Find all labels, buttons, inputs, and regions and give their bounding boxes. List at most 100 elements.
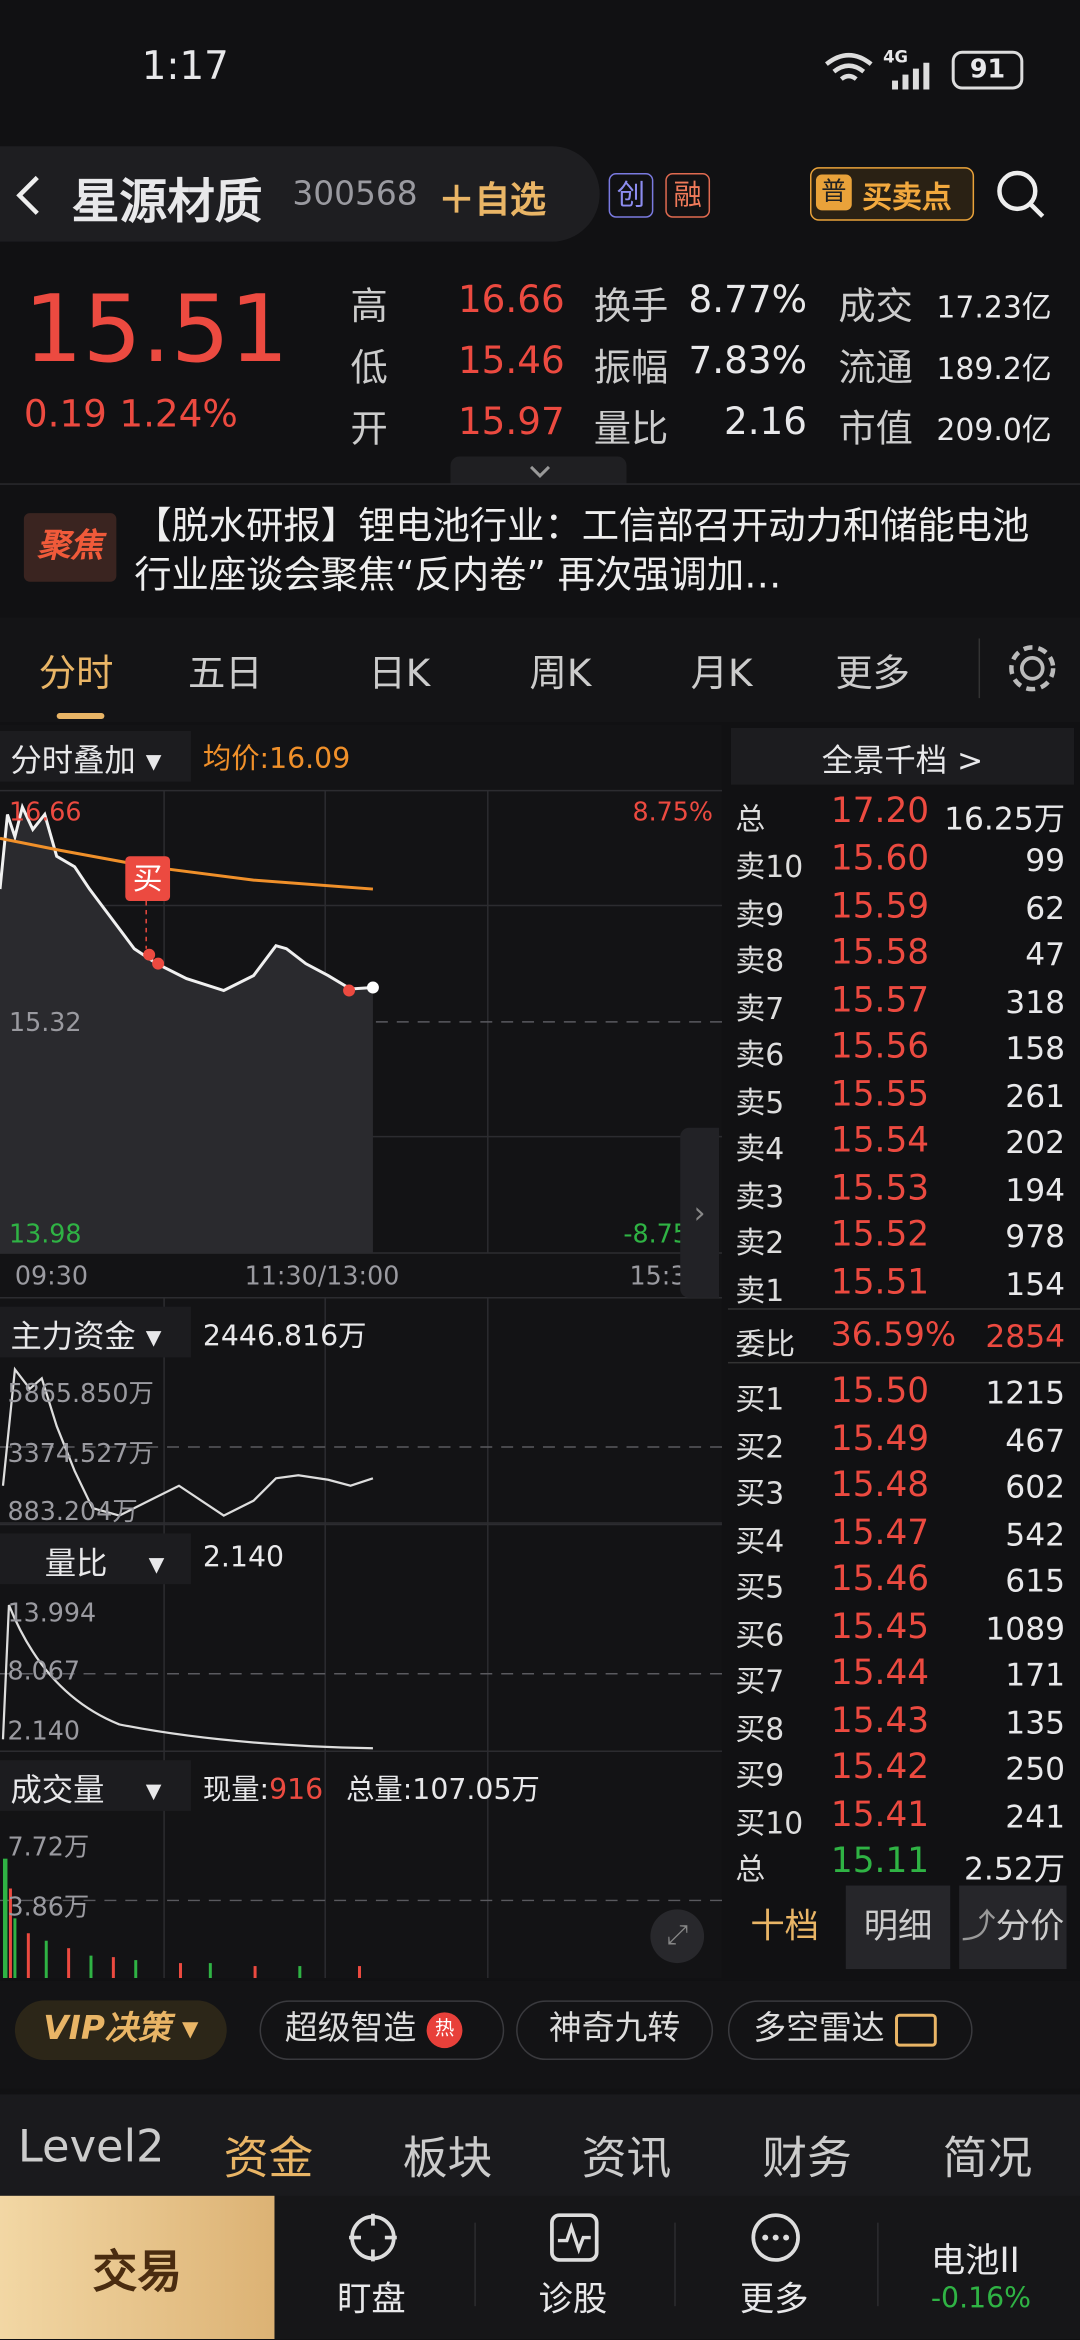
book-price: 15.52 — [830, 1215, 930, 1255]
book-volume: 158 — [1005, 1030, 1066, 1067]
nav-item[interactable]: 诊股 — [538, 2280, 608, 2320]
indicator-button[interactable] — [0, 1760, 191, 1811]
stat-value: 8.77% — [688, 277, 808, 321]
expand-panel[interactable]: › — [680, 1127, 720, 1298]
stat-label: 高 — [350, 284, 388, 329]
book-label: 委比 — [735, 1326, 796, 1362]
ratio-label[interactable]: 量比 — [44, 1545, 108, 1582]
add-watchlist-label[interactable]: 自选 — [474, 179, 546, 221]
search-button[interactable] — [993, 167, 1047, 221]
book-label: 买10 — [735, 1804, 804, 1841]
overlay-label[interactable]: 分时叠加 ▾ — [10, 742, 162, 779]
overlay-button[interactable] — [0, 730, 191, 782]
book-volume: 1089 — [985, 1610, 1066, 1647]
book-diff: 2854 — [985, 1318, 1066, 1355]
watch-icon — [349, 2213, 397, 2262]
sector-change[interactable]: -0.16% — [930, 2282, 1032, 2316]
status-time: 1:17 — [141, 44, 229, 90]
divider — [978, 638, 981, 699]
current-value: 916 — [269, 1773, 324, 1807]
stat-value: 2.16 — [723, 399, 808, 444]
feature-chip[interactable]: 多空雷达 — [727, 2000, 973, 2061]
divider — [674, 2222, 676, 2307]
sector-name[interactable]: 电池II — [930, 2242, 1020, 2281]
book-tab[interactable]: 明细 — [845, 1885, 951, 1970]
book-price: 15.46 — [830, 1560, 930, 1600]
book-volume: 194 — [1005, 1171, 1066, 1208]
book-volume: 47 — [1025, 936, 1066, 973]
book-price: 15.56 — [830, 1027, 930, 1067]
feature-label[interactable]: 超级智造 — [284, 2010, 417, 2049]
tab-bar — [0, 617, 1080, 722]
book-price: 15.51 — [830, 1262, 930, 1302]
orderbook-header[interactable] — [730, 727, 1075, 785]
section-tab[interactable]: 简况 — [942, 2133, 1033, 2186]
book-volume: 154 — [1005, 1265, 1066, 1302]
add-watchlist[interactable]: ＋自选 — [438, 179, 546, 221]
vip-button[interactable]: VIP决策 ▾ — [14, 2000, 227, 2061]
battery: 91 — [951, 50, 1024, 90]
section-tab[interactable]: Level2 — [17, 2121, 165, 2174]
book-price: 15.50 — [830, 1372, 930, 1412]
feature-chip[interactable]: 神奇九转 — [516, 2000, 714, 2061]
indicator-button[interactable] — [0, 1306, 191, 1358]
nav-item[interactable]: 盯盘 — [337, 2280, 406, 2320]
section-tab[interactable]: 板块 — [402, 2133, 493, 2186]
tab[interactable]: 分时 — [38, 651, 114, 696]
book-volume: 1215 — [985, 1375, 1066, 1412]
trade-button[interactable] — [0, 2195, 275, 2340]
hot-badge: 热 — [426, 2012, 463, 2049]
expand-button[interactable] — [450, 456, 627, 484]
book-label: 卖8 — [735, 942, 785, 979]
book-ratio: 36.59% — [830, 1317, 957, 1355]
section-tab[interactable]: 财务 — [762, 2133, 852, 2186]
ratio-menu[interactable]: 量比 ▾ — [44, 1545, 165, 1582]
back-button[interactable] — [12, 173, 45, 218]
divider — [877, 2222, 879, 2307]
book-tab[interactable]: ⤴分价 — [959, 1885, 1067, 1970]
indicator-button[interactable] — [0, 1533, 191, 1585]
vip-label[interactable]: VIP决策 — [43, 2010, 171, 2049]
section-tab[interactable]: 资讯 — [581, 2133, 672, 2186]
fund-label[interactable]: 主力资金 — [10, 1318, 136, 1355]
orderbook-title[interactable]: 全景千档 > — [821, 742, 984, 779]
book-label: 总 — [735, 1851, 766, 1888]
fullscreen-button[interactable]: ⤢ — [650, 1909, 705, 1964]
book-label: 卖4 — [735, 1130, 785, 1167]
feature-label[interactable]: 多空雷达 — [753, 2010, 885, 2049]
stat-label: 振幅 — [593, 346, 669, 390]
buy-marker[interactable]: 买 — [125, 856, 171, 901]
book-label: 卖10 — [735, 848, 804, 885]
book-label: 卖7 — [735, 989, 785, 1026]
book-price: 15.55 — [830, 1074, 930, 1114]
current-label: 现量: — [202, 1773, 270, 1807]
book-label: 买9 — [735, 1757, 785, 1794]
book-price: 15.45 — [830, 1607, 930, 1647]
divider — [0, 483, 1080, 485]
tab[interactable]: 月K — [690, 651, 753, 696]
feature-chip[interactable]: 超级智造 热 — [259, 2000, 505, 2061]
news-text[interactable]: 【脱水研报】锂电池行业：工信部召开动力和储能电池行业座谈会聚焦“反内卷” 再次强… — [134, 504, 1030, 597]
section-tab[interactable]: 资金 — [223, 2133, 314, 2186]
stat-label: 市值 — [838, 407, 913, 451]
book-tab-label[interactable]: 分价 — [995, 1907, 1065, 1947]
change-pct: 1.24% — [119, 392, 238, 436]
tab[interactable]: 日K — [368, 651, 431, 696]
volume-menu[interactable]: 成交量 ▾ — [10, 1772, 162, 1808]
book-price: 15.54 — [830, 1121, 930, 1161]
fund-menu[interactable]: 主力资金 ▾ — [10, 1318, 162, 1355]
tab[interactable]: 五日 — [187, 651, 263, 696]
tab[interactable]: 周K — [529, 651, 592, 696]
volume-label[interactable]: 成交量 — [10, 1772, 105, 1808]
stat-label: 换手 — [593, 284, 669, 329]
trade-label[interactable]: 交易 — [92, 2246, 182, 2299]
overlay-text[interactable]: 分时叠加 — [10, 742, 136, 779]
nav-item[interactable]: 更多 — [739, 2280, 809, 2320]
fund-level: 5865.850万 — [7, 1379, 154, 1410]
tab[interactable]: 更多 — [835, 651, 910, 696]
book-tab[interactable]: 十档 — [750, 1907, 819, 1947]
settings-button[interactable] — [1005, 641, 1059, 695]
signal-label[interactable]: 买卖点 — [862, 179, 952, 215]
fund-value: 2446.816万 — [202, 1320, 367, 1353]
